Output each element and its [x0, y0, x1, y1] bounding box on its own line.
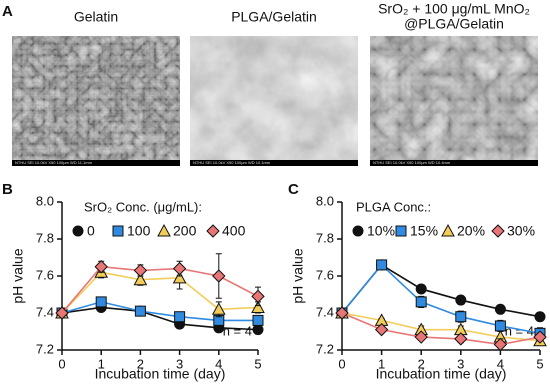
y-tick-label: 8.0 — [316, 193, 334, 208]
x-tick-label: 2 — [418, 356, 425, 371]
legend-label: 15% — [410, 223, 438, 239]
data-point — [533, 330, 547, 344]
data-point — [134, 305, 146, 317]
x-tick-label: 5 — [536, 356, 543, 371]
x-tick-label: 5 — [254, 356, 261, 371]
image-title: PLGA/Gelatin — [231, 9, 317, 25]
series-line — [341, 263, 541, 335]
data-point — [534, 311, 546, 323]
x-axis-label: Incubation time (day) — [95, 366, 226, 382]
data-point — [172, 261, 187, 276]
data-point — [335, 306, 349, 320]
panel-label: A — [2, 3, 13, 20]
data-point — [133, 263, 148, 278]
y-tick-label: 7.4 — [316, 304, 334, 319]
image-title: Gelatin — [74, 9, 118, 25]
x-tick-label: 1 — [378, 356, 385, 371]
data-point — [455, 311, 467, 323]
x-tick-label: 0 — [338, 356, 345, 371]
legend-title: SrO₂ Conc. (μg/mL): — [84, 199, 202, 214]
data-point — [493, 337, 508, 352]
legend-label: 100 — [127, 223, 151, 239]
data-point — [94, 260, 108, 274]
data-point — [251, 300, 265, 313]
legend-marker — [72, 225, 84, 237]
x-tick-label: 3 — [176, 356, 183, 371]
series-line — [61, 306, 259, 331]
series-line — [61, 265, 259, 314]
y-tick-label: 7.2 — [316, 341, 334, 356]
x-tick-label: 0 — [58, 356, 65, 371]
sem-footer — [190, 160, 358, 166]
data-point — [251, 289, 265, 304]
sem-info: NTHU SEI 10.0kV X50 100μm WD 10.1mm — [193, 160, 271, 165]
data-point — [55, 306, 69, 320]
data-point — [415, 296, 427, 308]
sem-info: NTHU SEI 10.0kV X50 100μm WD 10.4mm — [373, 160, 451, 165]
data-point — [252, 324, 264, 336]
legend-label: 400 — [222, 223, 246, 239]
image-title: @PLGA/Gelatin — [404, 16, 504, 32]
sem-footer — [370, 160, 538, 166]
x-tick-label: 4 — [497, 356, 504, 371]
y-tick-label: 7.4 — [36, 304, 54, 319]
legend-label: 0 — [87, 223, 95, 239]
y-tick-label: 7.6 — [36, 267, 54, 282]
data-point — [95, 296, 107, 308]
sem-info: NTHU SEI 10.0kV X50 100μm WD 11.1mm — [15, 160, 93, 165]
data-point — [172, 270, 187, 284]
y-tick-label: 7.8 — [316, 230, 334, 245]
legend-marker — [206, 224, 220, 238]
annotation: n = 4 — [505, 323, 534, 338]
data-point — [494, 320, 506, 332]
series-line — [341, 312, 541, 342]
sem-image — [12, 36, 180, 166]
legend-marker — [112, 225, 124, 237]
x-tick-label: 1 — [98, 356, 105, 371]
data-point — [454, 332, 468, 346]
legend-label: 20% — [457, 223, 485, 239]
legend-label: 200 — [173, 223, 197, 239]
y-tick-label: 7.6 — [316, 267, 334, 282]
legend-marker — [441, 223, 455, 237]
x-tick-label: 3 — [457, 356, 464, 371]
legend-label: 30% — [507, 223, 535, 239]
series-line — [61, 301, 258, 322]
y-axis-label: pH value — [290, 248, 306, 303]
legend-marker — [491, 224, 505, 238]
legend-label: 10% — [367, 223, 395, 239]
legend-marker — [157, 223, 171, 237]
series-line — [341, 312, 541, 346]
data-point — [455, 294, 467, 306]
data-point — [211, 302, 226, 315]
data-point — [252, 314, 264, 326]
x-axis-label: Incubation time (day) — [376, 366, 507, 382]
data-point — [374, 322, 389, 337]
panel-label: C — [288, 181, 299, 198]
image-title: SrO₂ + 100 μg/mL MnO₂ — [378, 1, 530, 17]
data-point — [174, 311, 186, 323]
sem-footer — [12, 160, 180, 166]
y-axis-label: pH value — [10, 248, 26, 303]
y-tick-label: 7.8 — [36, 230, 54, 245]
y-tick-label: 8.0 — [36, 193, 54, 208]
panel-label: B — [2, 181, 13, 198]
data-point — [494, 303, 506, 315]
legend-marker — [395, 225, 407, 237]
data-point — [415, 283, 427, 295]
annotation: n = 4 — [223, 323, 252, 338]
data-point — [212, 269, 226, 283]
x-tick-label: 4 — [215, 356, 222, 371]
sem-image — [190, 36, 358, 166]
x-tick-label: 2 — [137, 356, 144, 371]
data-point — [133, 272, 148, 286]
data-point — [414, 330, 428, 344]
y-tick-label: 7.2 — [36, 341, 54, 356]
legend-title: PLGA Conc.: — [356, 199, 431, 214]
series-line — [61, 271, 259, 314]
sem-image — [370, 36, 538, 166]
legend-marker — [352, 225, 364, 237]
data-point — [376, 259, 388, 271]
